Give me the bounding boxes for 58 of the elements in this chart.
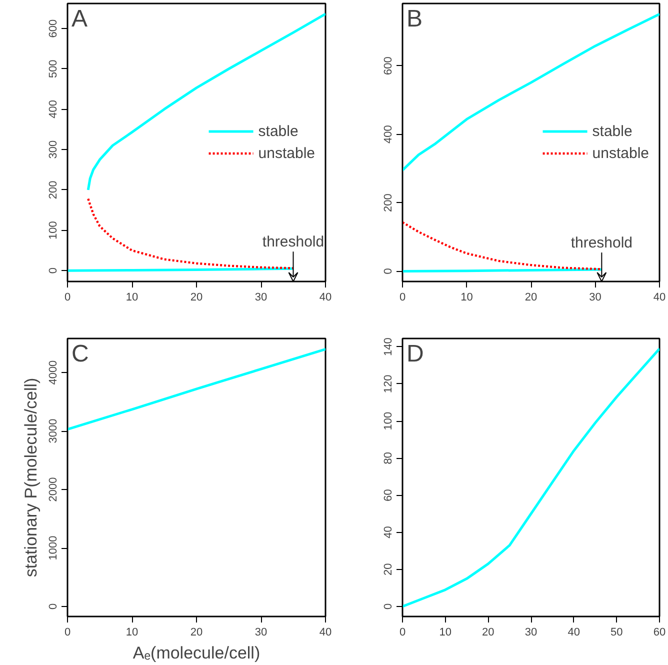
- y-tick-label: 400: [382, 125, 394, 144]
- annotation: threshold: [262, 234, 324, 251]
- x-tick-label: 20: [190, 626, 203, 638]
- y-tick-label: 100: [382, 412, 394, 430]
- y-axis-title: stationary P(molecule/cell): [22, 378, 40, 578]
- annotation: A: [72, 6, 88, 32]
- y-tick-label: 4000: [48, 360, 60, 385]
- x-tick-label: 50: [610, 626, 623, 638]
- x-tick-label: 0: [64, 626, 71, 638]
- y-tick-label: 140: [382, 338, 394, 356]
- x-tick-label: 30: [589, 292, 602, 304]
- y-tick-label: 80: [382, 452, 394, 464]
- x-tick-label: 60: [653, 626, 666, 638]
- x-tick-label: 0: [399, 626, 406, 638]
- x-tick-label: 20: [524, 292, 538, 304]
- x-tick-label: 10: [439, 626, 452, 638]
- y-tick-label: 500: [48, 60, 60, 78]
- y-tick-label: 600: [382, 56, 394, 75]
- x-tick-label: 40: [319, 626, 332, 638]
- annotation: C: [72, 340, 89, 368]
- y-tick-label: 2000: [48, 477, 60, 502]
- y-tick-label: 0: [48, 268, 60, 274]
- y-tick-label: 0: [382, 268, 394, 274]
- legend-label: unstable: [258, 144, 315, 162]
- x-tick-label: 10: [126, 626, 138, 638]
- x-tick-label: 10: [126, 292, 138, 304]
- x-tick-label: 20: [190, 292, 203, 304]
- y-tick-label: 300: [48, 140, 60, 159]
- x-tick-label: 30: [254, 292, 268, 304]
- y-tick-label: 0: [48, 603, 60, 610]
- x-tick-label: 20: [482, 626, 494, 638]
- y-tick-label: 200: [382, 194, 394, 212]
- x-tick-label: 40: [653, 292, 666, 304]
- y-tick-label: 3000: [48, 418, 60, 444]
- y-tick-label: 600: [48, 19, 60, 38]
- annotation: B: [406, 6, 423, 32]
- annotation: D: [406, 340, 424, 368]
- y-tick-label: 40: [382, 526, 394, 538]
- x-tick-label: 30: [524, 626, 538, 638]
- x-tick-label: 0: [399, 292, 406, 304]
- x-tick-label: 0: [64, 292, 71, 304]
- y-tick-label: 100: [48, 221, 60, 240]
- x-tick-label: 40: [319, 292, 332, 304]
- annotation: threshold: [570, 234, 633, 252]
- y-tick-label: 60: [382, 489, 394, 502]
- x-tick-label: 40: [568, 626, 580, 638]
- x-tick-label: 30: [254, 626, 268, 638]
- x-tick-label: 10: [460, 292, 473, 304]
- y-tick-label: 0: [382, 603, 394, 610]
- y-tick-label: 1000: [48, 536, 60, 560]
- legend-label: stable: [258, 122, 298, 140]
- y-tick-label: 400: [48, 100, 60, 118]
- legend-label: stable: [592, 122, 632, 140]
- y-tick-label: 200: [48, 180, 60, 200]
- x-axis-title: Aₑ(molecule/cell): [132, 644, 260, 662]
- legend-label: unstable: [592, 144, 649, 162]
- y-tick-label: 20: [382, 563, 394, 576]
- y-tick-label: 120: [382, 374, 394, 394]
